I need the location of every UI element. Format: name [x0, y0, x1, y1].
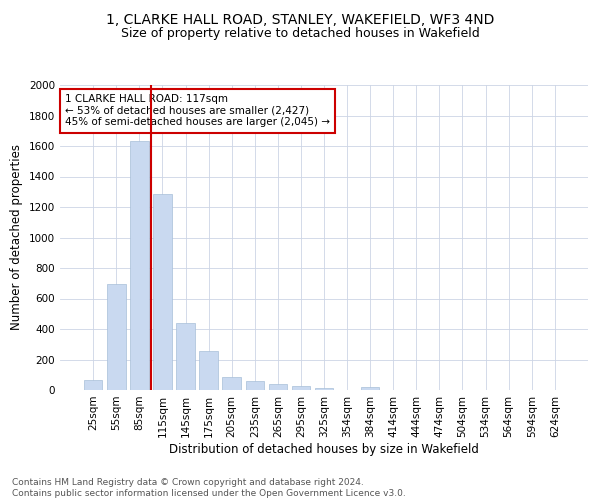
Bar — [84, 380, 103, 390]
Bar — [107, 284, 125, 390]
Y-axis label: Number of detached properties: Number of detached properties — [10, 144, 23, 330]
Bar — [315, 388, 333, 390]
Bar — [199, 351, 218, 390]
Bar — [223, 376, 241, 390]
Bar — [269, 384, 287, 390]
Bar — [130, 140, 149, 390]
Bar — [245, 381, 264, 390]
X-axis label: Distribution of detached houses by size in Wakefield: Distribution of detached houses by size … — [169, 442, 479, 456]
Bar — [176, 323, 195, 390]
Text: Contains HM Land Registry data © Crown copyright and database right 2024.
Contai: Contains HM Land Registry data © Crown c… — [12, 478, 406, 498]
Bar — [361, 388, 379, 390]
Bar — [153, 194, 172, 390]
Text: 1, CLARKE HALL ROAD, STANLEY, WAKEFIELD, WF3 4ND: 1, CLARKE HALL ROAD, STANLEY, WAKEFIELD,… — [106, 12, 494, 26]
Text: Size of property relative to detached houses in Wakefield: Size of property relative to detached ho… — [121, 28, 479, 40]
Bar — [292, 386, 310, 390]
Text: 1 CLARKE HALL ROAD: 117sqm
← 53% of detached houses are smaller (2,427)
45% of s: 1 CLARKE HALL ROAD: 117sqm ← 53% of deta… — [65, 94, 330, 128]
